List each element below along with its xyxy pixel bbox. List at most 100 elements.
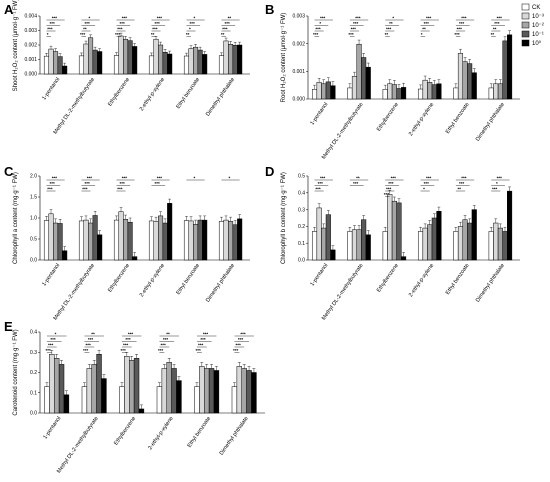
- bar-e-5-1: [236, 366, 242, 414]
- bar-b-2-3: [396, 88, 402, 100]
- bar-a-2-4: [132, 46, 138, 75]
- y-tick-label: 0.1: [298, 241, 305, 247]
- x-category-label: Dimethyl phthalate: [205, 77, 236, 118]
- y-tick-label: 0.4: [30, 330, 37, 336]
- panel-letter-a: A: [4, 2, 14, 17]
- bar-a-5-2: [228, 44, 234, 75]
- bar-e-5-3: [246, 370, 252, 414]
- significance-label: ***: [120, 21, 126, 26]
- significance-label: **: [166, 331, 170, 336]
- bar-e-2-3: [133, 358, 140, 414]
- significance-label: ***: [497, 175, 503, 180]
- chart-panel-b: 0.000 0.001 0.002 0.003 Root H₂O₂ content (μ…: [281, 13, 520, 160]
- significance-label: ***: [52, 175, 58, 180]
- bar-c-3-4: [167, 203, 173, 261]
- bar-c-4-1: [188, 220, 194, 261]
- significance-label: ***: [122, 175, 128, 180]
- y-tick-label: 0.003: [24, 28, 37, 34]
- bar-c-2-1: [118, 211, 124, 261]
- significance-label: **: [385, 32, 389, 37]
- bar-a-2-3: [127, 40, 133, 75]
- bar-a-1-3: [92, 49, 98, 75]
- bar-b-2-4: [401, 87, 407, 100]
- significance-label: ***: [160, 342, 166, 347]
- panel-letter-d: D: [265, 164, 274, 179]
- significance-label: ***: [50, 337, 56, 342]
- bar-a-4-4: [202, 54, 208, 75]
- significance-label: ***: [128, 331, 134, 336]
- significance-label: ***: [238, 337, 244, 342]
- bar-e-3-2: [166, 362, 172, 414]
- bar-c-3-2: [158, 215, 164, 261]
- bar-a-4-0: [183, 55, 189, 75]
- bar-b-4-1: [457, 53, 464, 100]
- bar-d-0-4: [330, 249, 336, 261]
- y-tick-label: 0.0: [30, 258, 37, 264]
- bar-a-1-2: [88, 37, 94, 75]
- bar-d-5-3: [502, 231, 508, 261]
- significance-label: ***: [384, 192, 390, 197]
- significance-label: ***: [386, 26, 392, 31]
- bar-e-3-4: [176, 380, 182, 414]
- x-category-label: Dimethyl phthalate: [475, 102, 506, 143]
- panel-letter-c: C: [4, 164, 14, 179]
- significance-label: ***: [391, 175, 397, 180]
- y-tick-label: 0.000: [24, 72, 37, 78]
- bar-b-1-1: [351, 76, 358, 100]
- significance-label: *: [229, 175, 231, 180]
- bar-c-1-0: [78, 220, 84, 261]
- y-tick-label: 0.003: [292, 14, 305, 20]
- significance-label: ***: [235, 342, 241, 347]
- y-tick-label: 0.002: [24, 43, 37, 49]
- significance-label: ***: [158, 348, 164, 353]
- significance-label: ***: [48, 342, 54, 347]
- bar-d-2-4: [401, 256, 407, 261]
- bar-b-5-0: [488, 87, 494, 100]
- significance-label: *: [194, 15, 196, 20]
- bar-b-2-1: [387, 83, 393, 100]
- y-axis-title: Chlorophyll a content (mg·g⁻¹ FW): [13, 172, 19, 264]
- significance-label: ***: [200, 337, 206, 342]
- bar-e-4-3: [208, 368, 215, 414]
- x-category-label: Dimethyl phthalate: [475, 263, 506, 304]
- y-tick-label: 0.001: [24, 57, 37, 63]
- y-tick-label: 0.000: [292, 97, 305, 103]
- bar-a-2-2: [123, 38, 129, 75]
- significance-label: ***: [348, 32, 354, 37]
- significance-label: ***: [386, 186, 392, 191]
- x-category-label: Methyl DL-2-methylbutyrate: [53, 263, 97, 322]
- bar-b-1-0: [347, 87, 353, 100]
- significance-label: *: [189, 26, 191, 31]
- significance-label: ***: [88, 337, 94, 342]
- bar-d-1-4: [365, 234, 371, 261]
- bar-b-4-2: [462, 61, 468, 100]
- significance-label: ***: [82, 186, 88, 191]
- bar-d-4-4: [471, 209, 477, 261]
- significance-label: **: [493, 26, 497, 31]
- bar-d-1-1: [351, 229, 358, 261]
- bar-e-3-0: [156, 386, 163, 414]
- legend-label: 10⁻¹: [532, 32, 544, 38]
- significance-label: ***: [50, 21, 56, 26]
- significance-label: *: [55, 331, 57, 336]
- legend: CK 10⁻³ 10⁻² 10⁻¹ 10⁰: [521, 3, 544, 47]
- bar-e-0-4: [63, 394, 70, 414]
- x-category-label: Methyl DL-2-methylbutyrate: [56, 416, 100, 475]
- x-category-label: Ethylbenzene: [107, 77, 131, 108]
- significance-label: ***: [46, 348, 52, 353]
- bar-c-5-1: [223, 219, 229, 261]
- x-category-label: 1-pentanol: [310, 102, 330, 127]
- bar-c-3-0: [148, 220, 154, 261]
- y-tick-label: 0.002: [292, 41, 305, 47]
- significance-label: ***: [497, 15, 503, 20]
- bar-d-0-3: [325, 214, 331, 261]
- significance-label: **: [491, 32, 495, 37]
- significance-label: ***: [120, 181, 126, 186]
- significance-label: *: [89, 15, 91, 20]
- bar-c-5-3: [232, 224, 238, 261]
- significance-label: ***: [47, 186, 53, 191]
- significance-label: ***: [459, 21, 465, 26]
- bar-b-1-4: [365, 66, 371, 100]
- y-tick-label: 0.001: [292, 69, 305, 75]
- x-category-label: 2-ethyl-p-xylene: [147, 416, 174, 452]
